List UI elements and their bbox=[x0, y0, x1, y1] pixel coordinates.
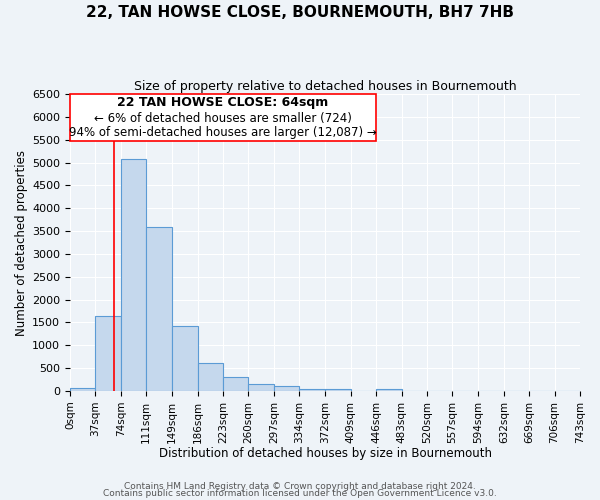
Title: Size of property relative to detached houses in Bournemouth: Size of property relative to detached ho… bbox=[134, 80, 517, 93]
Bar bbox=[325, 388, 351, 391]
X-axis label: Distribution of detached houses by size in Bournemouth: Distribution of detached houses by size … bbox=[158, 447, 491, 460]
Bar bbox=[299, 388, 325, 391]
Bar bbox=[248, 384, 274, 391]
Bar bbox=[376, 388, 401, 391]
Text: 94% of semi-detached houses are larger (12,087) →: 94% of semi-detached houses are larger (… bbox=[69, 126, 377, 139]
Y-axis label: Number of detached properties: Number of detached properties bbox=[15, 150, 28, 336]
Text: 22, TAN HOWSE CLOSE, BOURNEMOUTH, BH7 7HB: 22, TAN HOWSE CLOSE, BOURNEMOUTH, BH7 7H… bbox=[86, 5, 514, 20]
Text: Contains HM Land Registry data © Crown copyright and database right 2024.: Contains HM Land Registry data © Crown c… bbox=[124, 482, 476, 491]
Text: Contains public sector information licensed under the Open Government Licence v3: Contains public sector information licen… bbox=[103, 490, 497, 498]
Bar bbox=[172, 326, 197, 391]
Bar bbox=[274, 386, 299, 391]
Bar bbox=[121, 159, 146, 391]
Bar bbox=[146, 226, 172, 391]
Bar bbox=[95, 316, 121, 391]
Bar bbox=[223, 378, 248, 391]
Text: ← 6% of detached houses are smaller (724): ← 6% of detached houses are smaller (724… bbox=[94, 112, 352, 125]
Text: 22 TAN HOWSE CLOSE: 64sqm: 22 TAN HOWSE CLOSE: 64sqm bbox=[118, 96, 329, 109]
Bar bbox=[70, 94, 376, 140]
Bar bbox=[197, 362, 223, 391]
Bar bbox=[70, 388, 95, 391]
